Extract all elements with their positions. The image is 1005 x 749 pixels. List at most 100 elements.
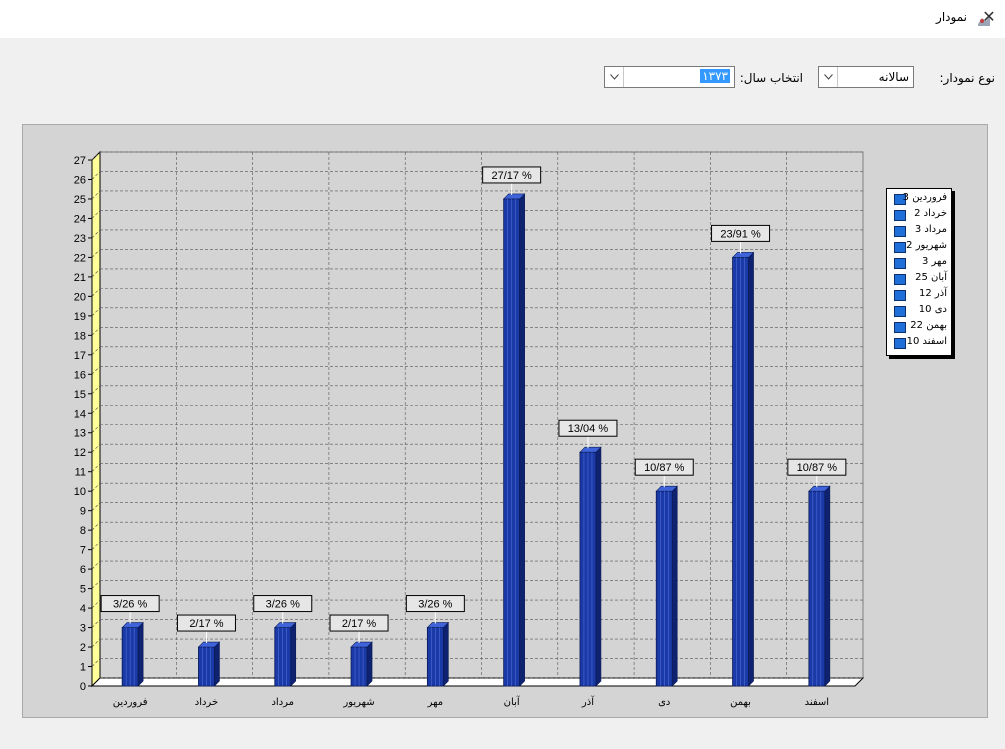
y-tick-label: 15: [74, 389, 86, 401]
y-tick-label: 21: [74, 272, 86, 284]
bar-top: [121, 622, 144, 628]
grid-line-y-side: [91, 327, 101, 336]
x-tick-label: مرداد: [271, 697, 294, 708]
x-tick-label: اسفند: [805, 697, 829, 708]
y-axis-side-wall: [91, 150, 101, 688]
legend-swatch: [894, 226, 906, 237]
y-tick-label: 26: [74, 174, 86, 186]
legend-item: مهر 3: [887, 255, 951, 271]
grid-line-y-side: [91, 307, 101, 317]
grid-line-y-side: [91, 560, 101, 570]
grid-line-y-side: [91, 658, 101, 667]
grid-line-y-side: [91, 502, 101, 511]
legend-item: دی 10: [887, 303, 951, 319]
chart-type-dropdown[interactable]: سالانه: [818, 66, 914, 88]
title-bar: نمودار ✕: [0, 0, 1005, 38]
y-tick-label: 3: [80, 623, 86, 635]
bar-side: [443, 621, 449, 687]
grid-line-y-side: [91, 444, 101, 453]
y-tick-label: 19: [74, 311, 86, 323]
grid-line-y-side: [91, 210, 101, 219]
legend-item: مرداد 3: [887, 223, 951, 239]
bar-top: [655, 485, 678, 492]
bar-side: [519, 193, 525, 687]
legend-swatch: [894, 258, 906, 269]
grid-line-y-side: [91, 599, 101, 609]
data-label: 2/17 %: [189, 618, 223, 630]
data-label-box: [787, 458, 847, 476]
bar-top: [731, 252, 755, 258]
x-tick-label: بهمن: [730, 697, 751, 708]
y-tick-label: 22: [74, 252, 86, 264]
y-tick-label: 4: [80, 603, 86, 615]
grid-line-y-side: [91, 424, 101, 433]
chart-legend: فروردین 3 خرداد 2 مرداد 3 شهریور 2 مهر 3 آبان…: [886, 188, 952, 356]
data-label-box: [711, 224, 771, 242]
y-tick-label: 11: [75, 467, 86, 479]
close-button[interactable]: ✕: [982, 7, 996, 26]
legend-label: دی 10: [918, 304, 947, 315]
x-tick-label: خرداد: [195, 697, 218, 708]
grid-line-y-side: [91, 541, 101, 550]
data-label-box: [634, 458, 694, 476]
legend-swatch: [894, 338, 906, 349]
data-label-box: [405, 595, 465, 613]
y-tick-label: 18: [74, 330, 86, 342]
grid-line-y-side: [91, 190, 101, 200]
y-tick-label: 16: [74, 369, 86, 381]
chevron-down-icon: [605, 67, 624, 87]
legend-swatch: [894, 322, 906, 333]
data-label: 23/91 %: [720, 228, 761, 240]
grid-line-y-side: [91, 366, 101, 375]
data-label: 13/04 %: [568, 423, 609, 435]
y-tick-label: 2: [80, 642, 86, 654]
x-tick-label: شهریور: [342, 697, 374, 708]
data-label-box: [100, 595, 160, 613]
data-label-box: [482, 166, 542, 184]
legend-label: خرداد 2: [914, 208, 947, 219]
y-tick-label: 27: [74, 155, 86, 167]
legend-swatch: [894, 306, 906, 317]
data-label-box: [176, 614, 236, 632]
legend-label: مرداد 3: [914, 224, 947, 235]
grid-line-y-side: [91, 249, 101, 258]
grid-line-y-side: [91, 482, 101, 492]
x-tick-label: فروردین: [113, 697, 148, 708]
y-tick-label: 20: [74, 291, 86, 303]
data-label-box: [329, 614, 389, 632]
bar-top: [350, 641, 373, 648]
legend-label: فروردین 3: [902, 192, 947, 203]
chart-type-label: نوع نمودار:: [939, 71, 995, 85]
chevron-down-icon: [819, 67, 838, 87]
data-label: 27/17 %: [491, 170, 532, 182]
grid-line-y-side: [91, 385, 101, 394]
y-tick-label: 5: [80, 584, 86, 596]
year-dropdown[interactable]: ۱۳۷۳: [604, 66, 735, 88]
legend-swatch: [894, 242, 906, 253]
grid-line-y-side: [91, 268, 101, 278]
y-tick-label: 10: [74, 486, 86, 498]
bar-side: [748, 251, 754, 687]
bar-side: [595, 446, 602, 687]
data-label: 3/26 %: [266, 599, 300, 611]
bar-top: [274, 622, 297, 628]
data-label: 10/87 %: [644, 462, 685, 474]
y-tick-label: 12: [74, 447, 86, 459]
legend-item: آبان 25: [887, 271, 951, 287]
grid-line-y-side: [91, 638, 101, 648]
grid-line-y-side: [91, 405, 101, 414]
legend-item: شهریور 2: [887, 239, 951, 255]
x-tick-label: مهر: [427, 697, 443, 708]
y-tick-label: 24: [74, 213, 86, 225]
grid-line-y-side: [91, 619, 101, 628]
legend-swatch: [894, 194, 906, 205]
grid-line-y-side: [91, 151, 101, 161]
y-tick-label: 8: [80, 525, 86, 537]
y-tick-label: 1: [80, 662, 86, 674]
bar-top: [502, 193, 526, 200]
legend-label: آذر 12: [919, 288, 947, 299]
grid-line-y-side: [91, 229, 101, 239]
x-tick-label: آبان: [504, 695, 521, 708]
legend-item: بهمن 22: [887, 319, 951, 335]
legend-label: اسفند 10: [906, 336, 947, 347]
